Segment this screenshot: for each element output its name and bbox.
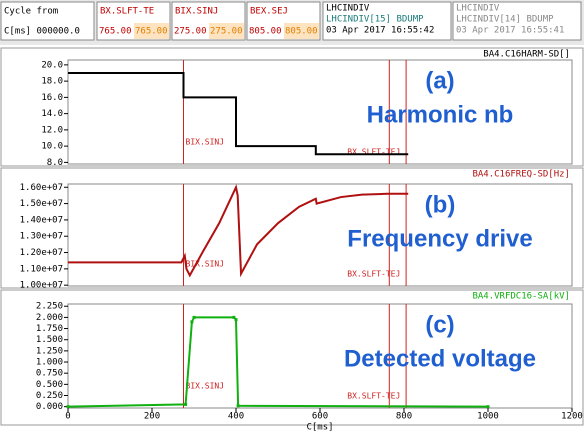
event-value: 765.00 <box>135 27 168 37</box>
previous-line: LHCINDIV[14] BDUMP <box>456 15 554 25</box>
plot-area <box>67 59 573 165</box>
current-line: LHCINDIV <box>326 4 370 14</box>
sample-point <box>486 405 490 409</box>
event-value: 275.00 <box>210 27 243 37</box>
panel-frame <box>0 167 584 289</box>
y-tick-label: 18.0 <box>41 77 63 87</box>
x-tick-label: 1000 <box>477 412 499 422</box>
event-value: 765.00 <box>99 27 132 37</box>
plot-area <box>67 183 573 287</box>
event-value-bg <box>284 23 319 39</box>
y-tick-label: 1.500 <box>36 335 63 345</box>
current-line: LHCINDIV[15] BDUMP <box>326 15 424 25</box>
signal-name: BA4.VRFDC16-SA[kV] <box>472 292 570 302</box>
y-tick-label: 2.000 <box>36 313 63 323</box>
previous-line: LHCINDIV <box>456 4 500 14</box>
y-tick-label: 14.0 <box>41 109 63 119</box>
y-tick-label: 8.0 <box>47 158 63 168</box>
event-value: 275.00 <box>174 27 207 37</box>
y-tick-label: 1.60e+07 <box>20 183 63 193</box>
signal-line <box>68 184 409 278</box>
event-label: BX.SLFT-TEJ <box>347 148 400 157</box>
current-line: 03 Apr 2017 16:55:42 <box>326 26 434 36</box>
previous-line: 03 Apr 2017 16:55:41 <box>456 26 564 36</box>
y-tick-label: 1.00e+07 <box>20 281 63 291</box>
event-name: BEX.SEJ <box>250 7 288 17</box>
sample-point <box>234 318 238 322</box>
event-label: BX.SLFT-TEJ <box>347 270 400 279</box>
y-tick-label: 1.250 <box>36 346 63 356</box>
x-tick-label: 0 <box>65 412 70 422</box>
signal-name: BA4.C16HARM-SD[] <box>483 50 570 60</box>
y-tick-label: 10.0 <box>41 142 63 152</box>
sample-point <box>232 315 236 319</box>
panel-letter: (c) <box>425 311 454 338</box>
event-value: 805.00 <box>285 27 318 37</box>
signal-name: BA4.C16FREQ-SD[Hz] <box>472 170 570 180</box>
previous-box <box>452 1 582 41</box>
panel-caption: Harmonic nb <box>367 101 514 128</box>
y-tick-label: 1.10e+07 <box>20 264 63 274</box>
event-label: BIX.SINJ <box>186 382 225 391</box>
event-label: BIX.SINJ <box>186 138 225 147</box>
signal-line <box>67 316 489 408</box>
x-tick-label: 600 <box>312 412 328 422</box>
panel-frame <box>0 289 584 426</box>
panel-letter: (a) <box>425 67 454 94</box>
sample-point <box>236 404 240 408</box>
cycle-label: Cycle from <box>4 7 58 17</box>
sample-point <box>190 320 194 324</box>
y-tick-label: 12.0 <box>41 125 63 135</box>
sample-point <box>192 315 196 319</box>
y-tick-label: 1.40e+07 <box>20 215 63 225</box>
y-tick-label: 2.250 <box>36 302 63 312</box>
signal-line <box>68 72 409 156</box>
y-tick-label: 16.0 <box>41 93 63 103</box>
y-tick-label: 1.000 <box>36 358 63 368</box>
x-tick-label: 200 <box>144 412 160 422</box>
event-value-bg <box>134 23 169 39</box>
y-tick-label: 0.500 <box>36 380 63 390</box>
time-label: C[ms] 000000.0 <box>4 27 80 37</box>
y-tick-label: 0.250 <box>36 391 63 401</box>
event-name: BIX.SINJ <box>175 7 218 17</box>
y-tick-label: 1.30e+07 <box>20 232 63 242</box>
y-tick-label: 1.20e+07 <box>20 248 63 258</box>
event-value-bg <box>209 23 244 39</box>
y-tick-label: 1.750 <box>36 324 63 334</box>
event-box <box>246 1 321 41</box>
panel-caption: Frequency drive <box>347 225 532 252</box>
current-box <box>322 1 452 41</box>
sample-point <box>184 402 188 406</box>
x-tick-label: 1200 <box>561 412 583 422</box>
x-tick-label: 400 <box>228 412 244 422</box>
y-tick-label: 0.750 <box>36 369 63 379</box>
panel-caption: Detected voltage <box>344 345 536 372</box>
event-value: 805.00 <box>249 27 282 37</box>
x-tick-label: 800 <box>396 412 412 422</box>
panel-letter: (b) <box>425 191 456 218</box>
y-tick-label: 0.000 <box>36 402 63 412</box>
y-tick-label: 1.50e+07 <box>20 199 63 209</box>
event-label: BX.SLFT-TEJ <box>347 392 400 401</box>
y-tick-label: 20.0 <box>41 60 63 70</box>
cycle-box <box>0 1 95 41</box>
sample-point <box>66 405 70 409</box>
event-name: BX.SLFT-TE <box>100 7 154 17</box>
event-label: BIX.SINJ <box>186 260 225 269</box>
x-axis-label: C[ms] <box>306 423 333 433</box>
